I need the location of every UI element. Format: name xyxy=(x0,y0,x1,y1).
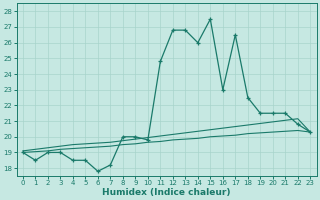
X-axis label: Humidex (Indice chaleur): Humidex (Indice chaleur) xyxy=(102,188,231,197)
